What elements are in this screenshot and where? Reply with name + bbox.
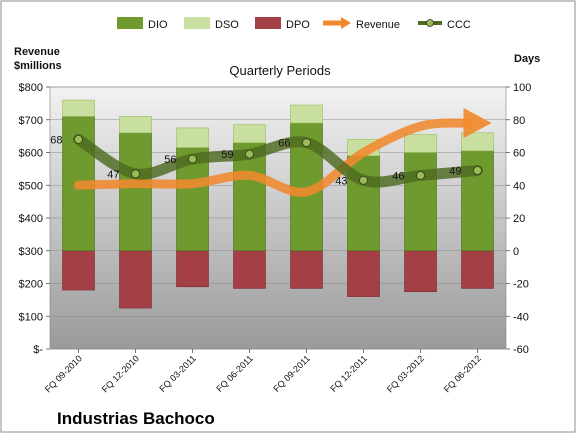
- left-tick-label: $100: [19, 311, 43, 323]
- bar-dpo: [176, 250, 209, 288]
- bar-dpo: [62, 250, 95, 291]
- bar-dso: [119, 116, 152, 134]
- ccc-marker: [131, 169, 140, 179]
- legend-swatch-dpo: [255, 17, 281, 29]
- ccc-data-label: 47: [107, 169, 119, 181]
- left-tick-label: $800: [19, 82, 43, 94]
- ccc-marker: [302, 138, 311, 148]
- ccc-data-labels: 68 47 56 59 66 43 46 49: [50, 134, 461, 187]
- left-tick-label: $-: [33, 344, 43, 356]
- ccc-marker: [74, 134, 83, 144]
- ccc-marker: [188, 154, 197, 164]
- bar-dpo: [119, 250, 152, 309]
- bar-dso: [176, 127, 209, 148]
- ccc-data-label: 49: [449, 166, 461, 178]
- ccc-data-label: 46: [392, 170, 404, 182]
- revenue-line: [74, 118, 472, 197]
- ccc-marker: [416, 171, 425, 180]
- ccc-marker: [473, 166, 482, 175]
- ccc-marker: [359, 175, 368, 185]
- left-tick-label: $500: [19, 180, 43, 192]
- bar-dpo: [404, 250, 437, 292]
- legend-label-dso: DSO: [215, 19, 239, 31]
- ccc-data-label: 68: [50, 134, 62, 146]
- right-tick-label: 40: [513, 180, 525, 192]
- bar-dio: [119, 132, 152, 252]
- bar-dpo: [290, 250, 323, 289]
- ccc-data-label: 43: [335, 175, 347, 187]
- bar-dio: [404, 152, 437, 252]
- legend-marker-ccc: [426, 19, 434, 27]
- left-tick-label: $700: [19, 115, 43, 127]
- left-tick-label: $300: [19, 246, 43, 258]
- bar-dso: [461, 132, 494, 152]
- bar-dso: [404, 134, 437, 153]
- right-axis-title: Days: [514, 53, 540, 65]
- left-axis-title-line1: Revenue: [14, 46, 60, 58]
- left-axis-ticks: $- $100 $200 $300 $400 $500 $600 $700 $800: [19, 82, 50, 356]
- legend-label-revenue: Revenue: [356, 19, 400, 31]
- ccc-data-label: 56: [164, 154, 176, 166]
- left-tick-label: $200: [19, 279, 43, 291]
- ccc-data-label: 59: [221, 149, 233, 161]
- right-tick-label: 100: [513, 82, 531, 94]
- bar-dso: [233, 124, 266, 143]
- right-tick-label: 60: [513, 148, 525, 160]
- ccc-data-label: 66: [278, 138, 290, 150]
- legend-label-dio: DIO: [148, 19, 168, 31]
- right-tick-label: -60: [513, 344, 529, 356]
- ccc-marker: [245, 149, 254, 159]
- chart-subtitle: Quarterly Periods: [229, 63, 331, 78]
- legend-label-dpo: DPO: [286, 19, 310, 31]
- right-tick-label: 20: [513, 213, 525, 225]
- bars: [62, 99, 494, 309]
- left-tick-label: $600: [19, 148, 43, 160]
- legend-swatch-dio: [117, 17, 143, 29]
- company-name: Industrias Bachoco: [57, 409, 215, 428]
- right-axis-ticks: -60 -40 -20 0 20 40 60 80 100: [506, 82, 531, 356]
- bar-dpo: [461, 250, 494, 289]
- left-axis-title-line2: $millions: [14, 60, 62, 72]
- bar-dpo: [233, 250, 266, 289]
- right-tick-label: -20: [513, 279, 529, 291]
- revenue-arrowhead: [463, 108, 492, 139]
- legend: DIO DSO DPO Revenue CCC: [117, 17, 471, 31]
- right-tick-label: 0: [513, 246, 519, 258]
- legend-swatch-dso: [184, 17, 210, 29]
- left-tick-label: $400: [19, 213, 43, 225]
- legend-label-ccc: CCC: [447, 19, 471, 31]
- right-tick-label: -40: [513, 311, 529, 323]
- bar-dso: [62, 99, 95, 117]
- legend-arrowhead-revenue: [341, 17, 351, 29]
- bar-dpo: [347, 250, 380, 297]
- right-tick-label: 80: [513, 115, 525, 127]
- bar-dso: [290, 104, 323, 124]
- lines: [73, 108, 492, 197]
